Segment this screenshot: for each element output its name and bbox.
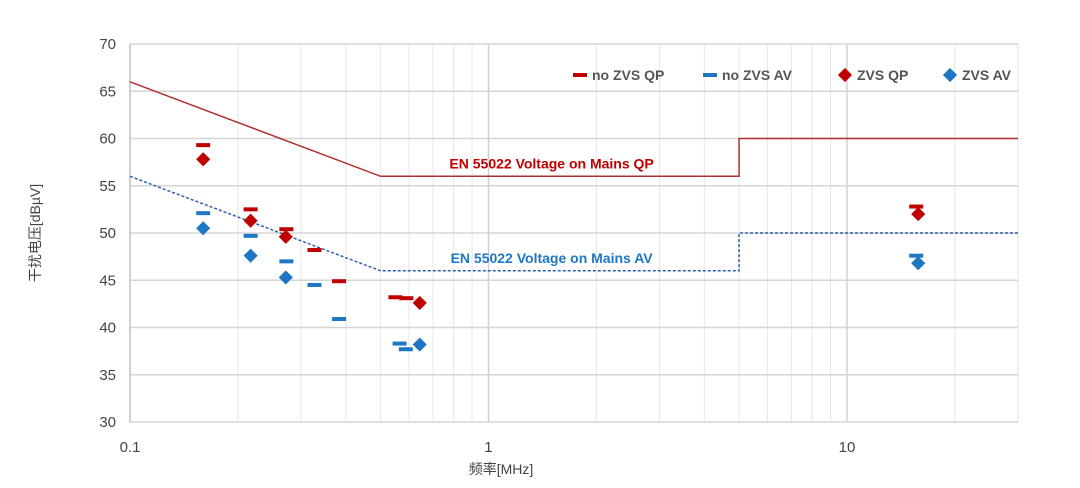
data-point [279,259,294,264]
data-point [243,233,258,238]
data-point [909,253,924,258]
y-tick-label: 55 [99,178,116,195]
limit-line [129,175,1018,272]
data-point [412,337,427,352]
data-point [196,211,211,216]
legend-label: ZVS QP [857,67,908,83]
data-point [388,295,403,300]
data-point [307,248,322,253]
x-tick-label: 0.1 [120,439,141,456]
data-point [909,204,924,209]
data-point [196,221,211,236]
x-axis-title: 频率[MHz] [469,461,534,477]
y-tick-label: 35 [99,367,116,384]
limit-label: EN 55022 Voltage on Mains QP [449,155,653,171]
data-point [196,152,211,167]
legend-marker [703,73,717,77]
legend-label: ZVS AV [962,67,1012,83]
data-point [399,296,414,301]
x-tick-label: 1 [484,439,492,456]
data-point [911,207,926,222]
data-point [392,341,407,346]
data-point [332,279,347,284]
data-point [243,207,258,212]
data-point [278,229,293,244]
x-tick-label: 10 [839,439,856,456]
data-point [332,316,347,321]
data-point [278,270,293,285]
data-point [243,248,258,263]
legend-label: no ZVS QP [592,67,664,83]
data-point [412,295,427,311]
data-point [243,213,258,228]
y-tick-label: 40 [99,320,116,337]
y-tick-label: 50 [99,225,116,242]
data-point [307,282,322,287]
data-point [911,256,926,271]
legend-marker [942,67,958,83]
y-tick-label: 45 [99,272,116,289]
data-point [398,347,413,352]
limit-label: EN 55022 Voltage on Mains AV [451,250,654,266]
y-tick-label: 70 [99,36,116,53]
legend-label: no ZVS AV [722,67,793,83]
y-tick-label: 65 [99,83,116,100]
y-axis-title: 干扰电压[dBµV] [27,184,43,282]
legend-marker [573,73,587,77]
y-tick-label: 30 [99,414,116,431]
data-point [196,143,211,148]
data-point [279,227,294,232]
y-tick-label: 60 [99,131,116,148]
limit-line [129,81,1018,178]
legend-marker [837,67,853,83]
